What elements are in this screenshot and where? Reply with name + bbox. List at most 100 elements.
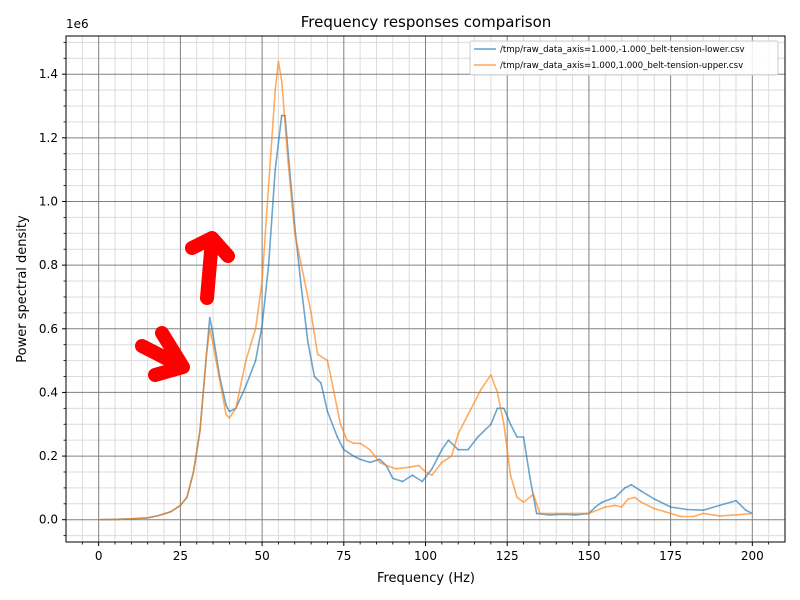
data-point <box>516 436 518 438</box>
data-point <box>509 474 512 476</box>
data-point <box>353 455 355 457</box>
data-point <box>359 458 361 460</box>
data-point <box>496 407 498 409</box>
data-point <box>307 340 309 343</box>
data-point <box>379 458 381 460</box>
data-point <box>209 317 211 319</box>
data-point <box>601 501 603 503</box>
data-point <box>447 439 449 441</box>
data-point <box>326 360 329 362</box>
data-point <box>369 461 371 463</box>
data-point <box>686 508 688 511</box>
y-tick-label: 0.0 <box>39 513 58 527</box>
data-point <box>179 504 181 506</box>
data-point <box>640 501 642 503</box>
data-point <box>441 461 443 463</box>
major-grid <box>66 36 785 542</box>
data-point <box>604 506 606 508</box>
data-point <box>679 515 682 518</box>
data-point <box>294 232 296 234</box>
data-point <box>719 515 721 517</box>
data-point <box>245 360 247 362</box>
data-point <box>522 501 525 503</box>
data-point <box>255 360 257 362</box>
data-point <box>225 414 227 416</box>
data-point <box>588 512 590 515</box>
legend: /tmp/raw_data_axis=1.000,-1.000_belt-ten… <box>469 40 779 76</box>
data-point <box>326 410 329 413</box>
data-point <box>421 480 423 483</box>
data-point <box>320 382 322 384</box>
data-point <box>441 449 443 451</box>
data-point <box>170 511 172 513</box>
data-point <box>310 312 312 314</box>
data-point <box>640 490 642 492</box>
data-point <box>212 334 214 336</box>
legend-label-lower: /tmp/raw_data_axis=1.000,-1.000_belt-ten… <box>500 45 745 55</box>
data-point <box>339 423 342 425</box>
data-point <box>614 504 616 506</box>
data-point <box>509 423 512 425</box>
data-point <box>313 375 315 378</box>
data-point <box>529 477 531 479</box>
x-tick-label: 150 <box>577 549 600 563</box>
data-point <box>424 471 427 473</box>
data-point <box>228 410 230 413</box>
data-point <box>379 461 381 463</box>
x-tick-label: 100 <box>414 549 437 563</box>
data-point <box>369 449 371 451</box>
data-point <box>431 474 433 476</box>
data-point <box>343 449 345 451</box>
data-point <box>490 374 492 376</box>
data-point <box>268 264 270 266</box>
data-point <box>503 423 505 425</box>
data-point <box>274 89 276 91</box>
data-point <box>287 162 289 164</box>
data-point <box>575 514 577 516</box>
data-point <box>235 407 237 409</box>
y-tick-label: 1.2 <box>39 131 58 145</box>
x-tick-label: 125 <box>496 549 519 563</box>
y-tick-label: 1.0 <box>39 194 58 208</box>
x-tick-label: 50 <box>254 549 269 563</box>
data-point <box>268 185 270 187</box>
data-point <box>467 449 469 451</box>
data-point <box>670 512 672 515</box>
x-tick-label: 75 <box>336 549 351 563</box>
data-point <box>653 508 655 510</box>
data-point <box>411 474 413 476</box>
data-point <box>751 512 753 515</box>
data-point <box>634 496 636 498</box>
data-point <box>98 519 100 521</box>
data-point <box>186 496 188 498</box>
data-point <box>209 328 211 330</box>
y-tick-label: 0.2 <box>39 449 58 463</box>
data-point <box>304 280 306 282</box>
data-point <box>735 514 737 516</box>
data-point <box>630 484 633 486</box>
data-point <box>353 442 355 444</box>
data-point <box>225 404 227 406</box>
data-point <box>702 509 704 511</box>
data-point <box>451 455 453 457</box>
data-point <box>614 496 616 498</box>
data-point <box>572 512 574 515</box>
y-tick-label: 0.8 <box>39 258 58 272</box>
data-point <box>670 506 672 508</box>
data-point <box>418 465 420 467</box>
data-point <box>536 512 538 515</box>
x-tick-label: 25 <box>173 549 188 563</box>
data-point <box>594 506 597 508</box>
data-point <box>192 471 195 473</box>
data-point <box>346 439 348 441</box>
data-point <box>431 468 433 470</box>
x-tick-label: 175 <box>659 549 682 563</box>
chart-title: Frequency responses comparison <box>301 13 552 31</box>
data-point <box>457 449 459 451</box>
data-point <box>114 518 116 521</box>
data-point <box>522 436 525 438</box>
data-point <box>653 498 655 500</box>
data-point <box>199 430 201 432</box>
